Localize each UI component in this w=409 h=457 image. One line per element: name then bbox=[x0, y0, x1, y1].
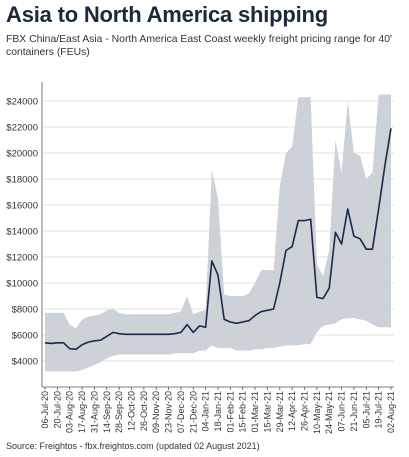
axes bbox=[41, 82, 394, 390]
y-tick-label-7: $18000 bbox=[6, 175, 38, 186]
x-tick-label-11: 07-Dec-20 bbox=[176, 391, 186, 433]
x-tick-label-13: 04-Jan-21 bbox=[201, 391, 211, 432]
x-tick-label-23: 24-May-21 bbox=[324, 391, 334, 434]
price-range-band bbox=[45, 94, 391, 372]
y-tick-label-8: $20000 bbox=[6, 149, 38, 160]
x-tick-label-4: 31-Aug-20 bbox=[89, 391, 99, 433]
x-tick-label-6: 28-Sep-20 bbox=[114, 391, 124, 433]
x-tick-label-2: 03-Aug-20 bbox=[65, 391, 75, 433]
y-tick-label-3: $10000 bbox=[6, 279, 38, 290]
x-tick-label-21: 26-Apr-21 bbox=[300, 391, 310, 431]
x-tick-label-5: 14-Sep-20 bbox=[102, 391, 112, 433]
x-tick-label-15: 01-Feb-21 bbox=[225, 391, 235, 433]
x-tick-label-9: 09-Nov-20 bbox=[151, 391, 161, 433]
x-tick-label-3: 17-Aug-20 bbox=[77, 391, 87, 433]
source-note: Source: Freightos - fbx.freightos.com (u… bbox=[6, 441, 260, 451]
x-tick-label-20: 12-Apr-21 bbox=[287, 391, 297, 431]
x-tick-label-7: 12-Oct-20 bbox=[127, 391, 137, 431]
x-axis-tick-labels: 06-Jul-20 20-Jul-20 03-Aug-20 17-Aug-20 31-A… bbox=[40, 391, 396, 434]
x-tick-label-22: 10-May-21 bbox=[312, 391, 322, 434]
x-tick-label-17: 01-Mar-21 bbox=[250, 391, 260, 433]
y-tick-label-6: $16000 bbox=[6, 201, 38, 212]
chart-subtitle: FBX China/East Asia - North America East… bbox=[6, 34, 393, 58]
x-tick-label-1: 20-Jul-20 bbox=[52, 391, 62, 429]
x-tick-label-26: 05-Jul-21 bbox=[361, 391, 371, 429]
y-tick-label-4: $12000 bbox=[6, 253, 38, 264]
y-tick-label-5: $14000 bbox=[6, 227, 38, 238]
y-tick-label-0: $4000 bbox=[12, 357, 38, 368]
y-tick-label-1: $6000 bbox=[12, 331, 38, 342]
x-tick-label-24: 07-Jun-21 bbox=[337, 391, 347, 432]
y-tick-label-10: $24000 bbox=[6, 97, 38, 108]
x-tick-label-12: 21-Dec-20 bbox=[188, 391, 198, 433]
x-tick-label-19: 29-Mar-21 bbox=[275, 391, 285, 433]
x-tick-label-16: 15-Feb-21 bbox=[238, 391, 248, 433]
x-tick-label-28: 02-Aug-21 bbox=[386, 391, 396, 433]
y-tick-label-9: $22000 bbox=[6, 123, 38, 134]
x-tick-label-10: 23-Nov-20 bbox=[164, 391, 174, 433]
median-price-line bbox=[44, 128, 392, 351]
y-axis-tick-labels: $4000 $6000 $8000 $10000 $12000 $14000 $16000 $… bbox=[6, 97, 38, 368]
chart-title: Asia to North America shipping bbox=[6, 2, 329, 27]
x-tick-label-8: 26-Oct-20 bbox=[139, 391, 149, 431]
x-tick-label-27: 19-Jul-21 bbox=[374, 391, 384, 429]
x-tick-label-0: 06-Jul-20 bbox=[40, 391, 50, 429]
y-tick-label-2: $8000 bbox=[12, 305, 38, 316]
x-tick-label-18: 15-Mar-21 bbox=[262, 391, 272, 433]
x-tick-label-14: 18-Jan-21 bbox=[213, 391, 223, 432]
x-tick-label-25: 21-Jun-21 bbox=[349, 391, 359, 432]
